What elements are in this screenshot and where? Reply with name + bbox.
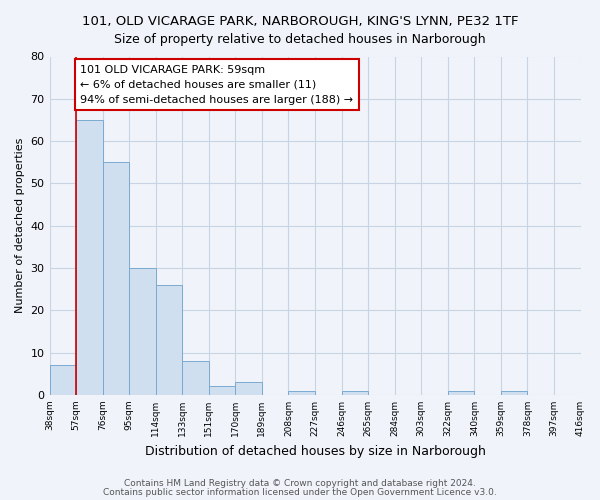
Text: Contains public sector information licensed under the Open Government Licence v3: Contains public sector information licen… — [103, 488, 497, 497]
Bar — [76, 120, 103, 395]
Text: 101, OLD VICARAGE PARK, NARBOROUGH, KING'S LYNN, PE32 1TF: 101, OLD VICARAGE PARK, NARBOROUGH, KING… — [82, 15, 518, 28]
Bar — [289, 390, 315, 395]
X-axis label: Distribution of detached houses by size in Narborough: Distribution of detached houses by size … — [145, 444, 485, 458]
Bar — [129, 268, 156, 395]
Text: Size of property relative to detached houses in Narborough: Size of property relative to detached ho… — [114, 32, 486, 46]
Bar — [235, 382, 262, 395]
Bar — [103, 162, 129, 395]
Bar — [448, 390, 475, 395]
Bar — [50, 366, 76, 395]
Bar — [501, 390, 527, 395]
Bar — [182, 361, 209, 395]
Text: 101 OLD VICARAGE PARK: 59sqm
← 6% of detached houses are smaller (11)
94% of sem: 101 OLD VICARAGE PARK: 59sqm ← 6% of det… — [80, 65, 353, 104]
Bar — [341, 390, 368, 395]
Bar — [156, 285, 182, 395]
Y-axis label: Number of detached properties: Number of detached properties — [15, 138, 25, 314]
Bar — [209, 386, 235, 395]
Text: Contains HM Land Registry data © Crown copyright and database right 2024.: Contains HM Land Registry data © Crown c… — [124, 479, 476, 488]
